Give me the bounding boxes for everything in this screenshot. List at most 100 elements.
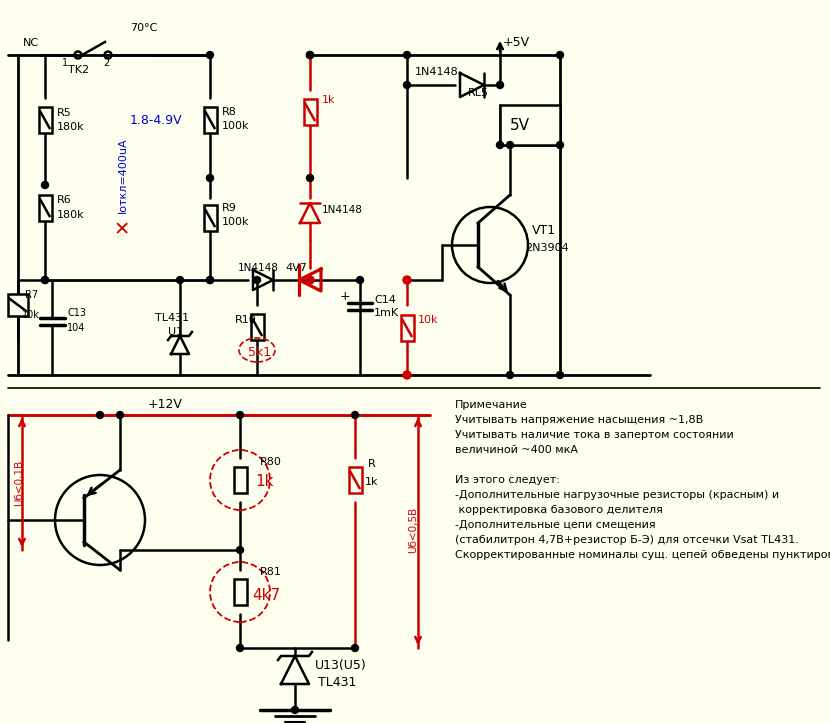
Circle shape [237,547,243,554]
Text: 1k: 1k [255,474,274,489]
Circle shape [237,411,243,419]
Circle shape [496,82,504,88]
Circle shape [506,142,514,148]
Circle shape [556,372,564,379]
Text: Учитывать напряжение насыщения ~1,8В: Учитывать напряжение насыщения ~1,8В [455,415,703,425]
Text: 100k: 100k [222,121,250,131]
Circle shape [506,372,514,379]
Text: 1N4148: 1N4148 [322,205,363,215]
Circle shape [42,276,48,283]
Text: Примечание: Примечание [455,400,528,410]
Text: 70°C: 70°C [130,23,158,33]
Text: VT1: VT1 [532,223,556,236]
Circle shape [207,276,213,283]
Text: C13: C13 [67,308,86,318]
Text: +: + [340,291,350,304]
Text: Из этого следует:: Из этого следует: [455,475,560,485]
Bar [349,467,362,493]
Circle shape [253,276,261,283]
Circle shape [237,644,243,651]
Circle shape [207,51,213,59]
Circle shape [556,51,564,59]
Text: 10k: 10k [418,315,438,325]
Bar [251,314,263,340]
Text: величиной ~400 мкА: величиной ~400 мкА [455,445,578,455]
Text: -Дополнительные цепи смещения: -Дополнительные цепи смещения [455,520,656,530]
Text: C14: C14 [374,295,396,305]
Text: Uб<0,1В: Uб<0,1В [14,460,24,506]
Text: 1k: 1k [365,477,378,487]
Text: R: R [368,459,376,469]
Circle shape [403,51,411,59]
Circle shape [116,411,124,419]
Bar [203,205,217,231]
Text: 2N3904: 2N3904 [525,243,569,253]
Text: TK2: TK2 [68,65,89,75]
Text: R8: R8 [222,107,237,117]
Text: 4V7: 4V7 [285,263,307,273]
Circle shape [403,371,411,379]
Circle shape [42,276,48,283]
Circle shape [96,411,104,419]
Bar [401,315,413,341]
Bar [233,579,247,605]
Text: 5V: 5V [510,118,530,132]
Text: RL5: RL5 [468,88,489,98]
Circle shape [496,142,504,148]
Circle shape [351,411,359,419]
Text: 10k: 10k [22,310,40,320]
Circle shape [306,276,314,284]
Circle shape [403,276,411,284]
Circle shape [306,174,314,181]
Text: 1.8-4.9V: 1.8-4.9V [130,114,183,127]
Text: 180k: 180k [57,210,85,220]
Text: 5k1: 5k1 [248,346,271,359]
Text: 104: 104 [67,323,85,333]
Circle shape [42,181,48,189]
Text: Учитывать наличие тока в запертом состоянии: Учитывать наличие тока в запертом состоя… [455,430,734,440]
Circle shape [177,276,183,283]
Text: Скорректированные номиналы сущ. цепей обведены пунктиром: Скорректированные номиналы сущ. цепей об… [455,550,830,560]
Circle shape [403,82,411,88]
Text: R9: R9 [222,203,237,213]
Text: -Дополнительные нагрузочные резисторы (красным) и: -Дополнительные нагрузочные резисторы (к… [455,490,779,500]
Circle shape [207,276,213,283]
Circle shape [306,51,314,59]
Circle shape [207,174,213,181]
Text: R81: R81 [260,567,282,577]
Bar [304,99,316,125]
Circle shape [351,644,359,651]
Circle shape [556,142,564,148]
Text: 4k7: 4k7 [252,588,281,602]
Text: TL431: TL431 [155,313,189,323]
Text: R5: R5 [57,108,71,118]
Text: 1mK: 1mK [374,308,399,318]
Circle shape [291,706,299,714]
Text: (стабилитрон 4,7В+резистор Б-Э) для отсечки Vsat TL431.: (стабилитрон 4,7В+резистор Б-Э) для отсе… [455,535,799,545]
Text: 100k: 100k [222,217,250,227]
Text: 2: 2 [103,58,110,68]
Text: ✕: ✕ [114,221,130,239]
Text: NC: NC [23,38,39,48]
Text: 1N4148: 1N4148 [238,263,279,273]
Text: 180k: 180k [57,122,85,132]
Text: R80: R80 [260,457,282,467]
Bar [38,195,51,221]
Circle shape [357,276,364,283]
Text: +5V: +5V [503,36,530,49]
Text: +12V: +12V [148,398,183,411]
Text: R7: R7 [25,290,38,300]
Text: 1k: 1k [322,95,335,105]
Text: TL431: TL431 [318,675,356,688]
Text: корректировка базового делителя: корректировка базового делителя [455,505,663,515]
Circle shape [306,51,314,59]
Text: U13(U5): U13(U5) [315,659,367,672]
Bar [38,107,51,133]
Text: R10: R10 [235,315,256,325]
Text: R6: R6 [57,195,71,205]
Text: Uб<0,5В: Uб<0,5В [408,507,418,553]
Circle shape [306,276,314,283]
Text: 1: 1 [62,58,68,68]
Bar [203,107,217,133]
Text: Iоткл=400uA: Iоткл=400uA [118,137,128,213]
